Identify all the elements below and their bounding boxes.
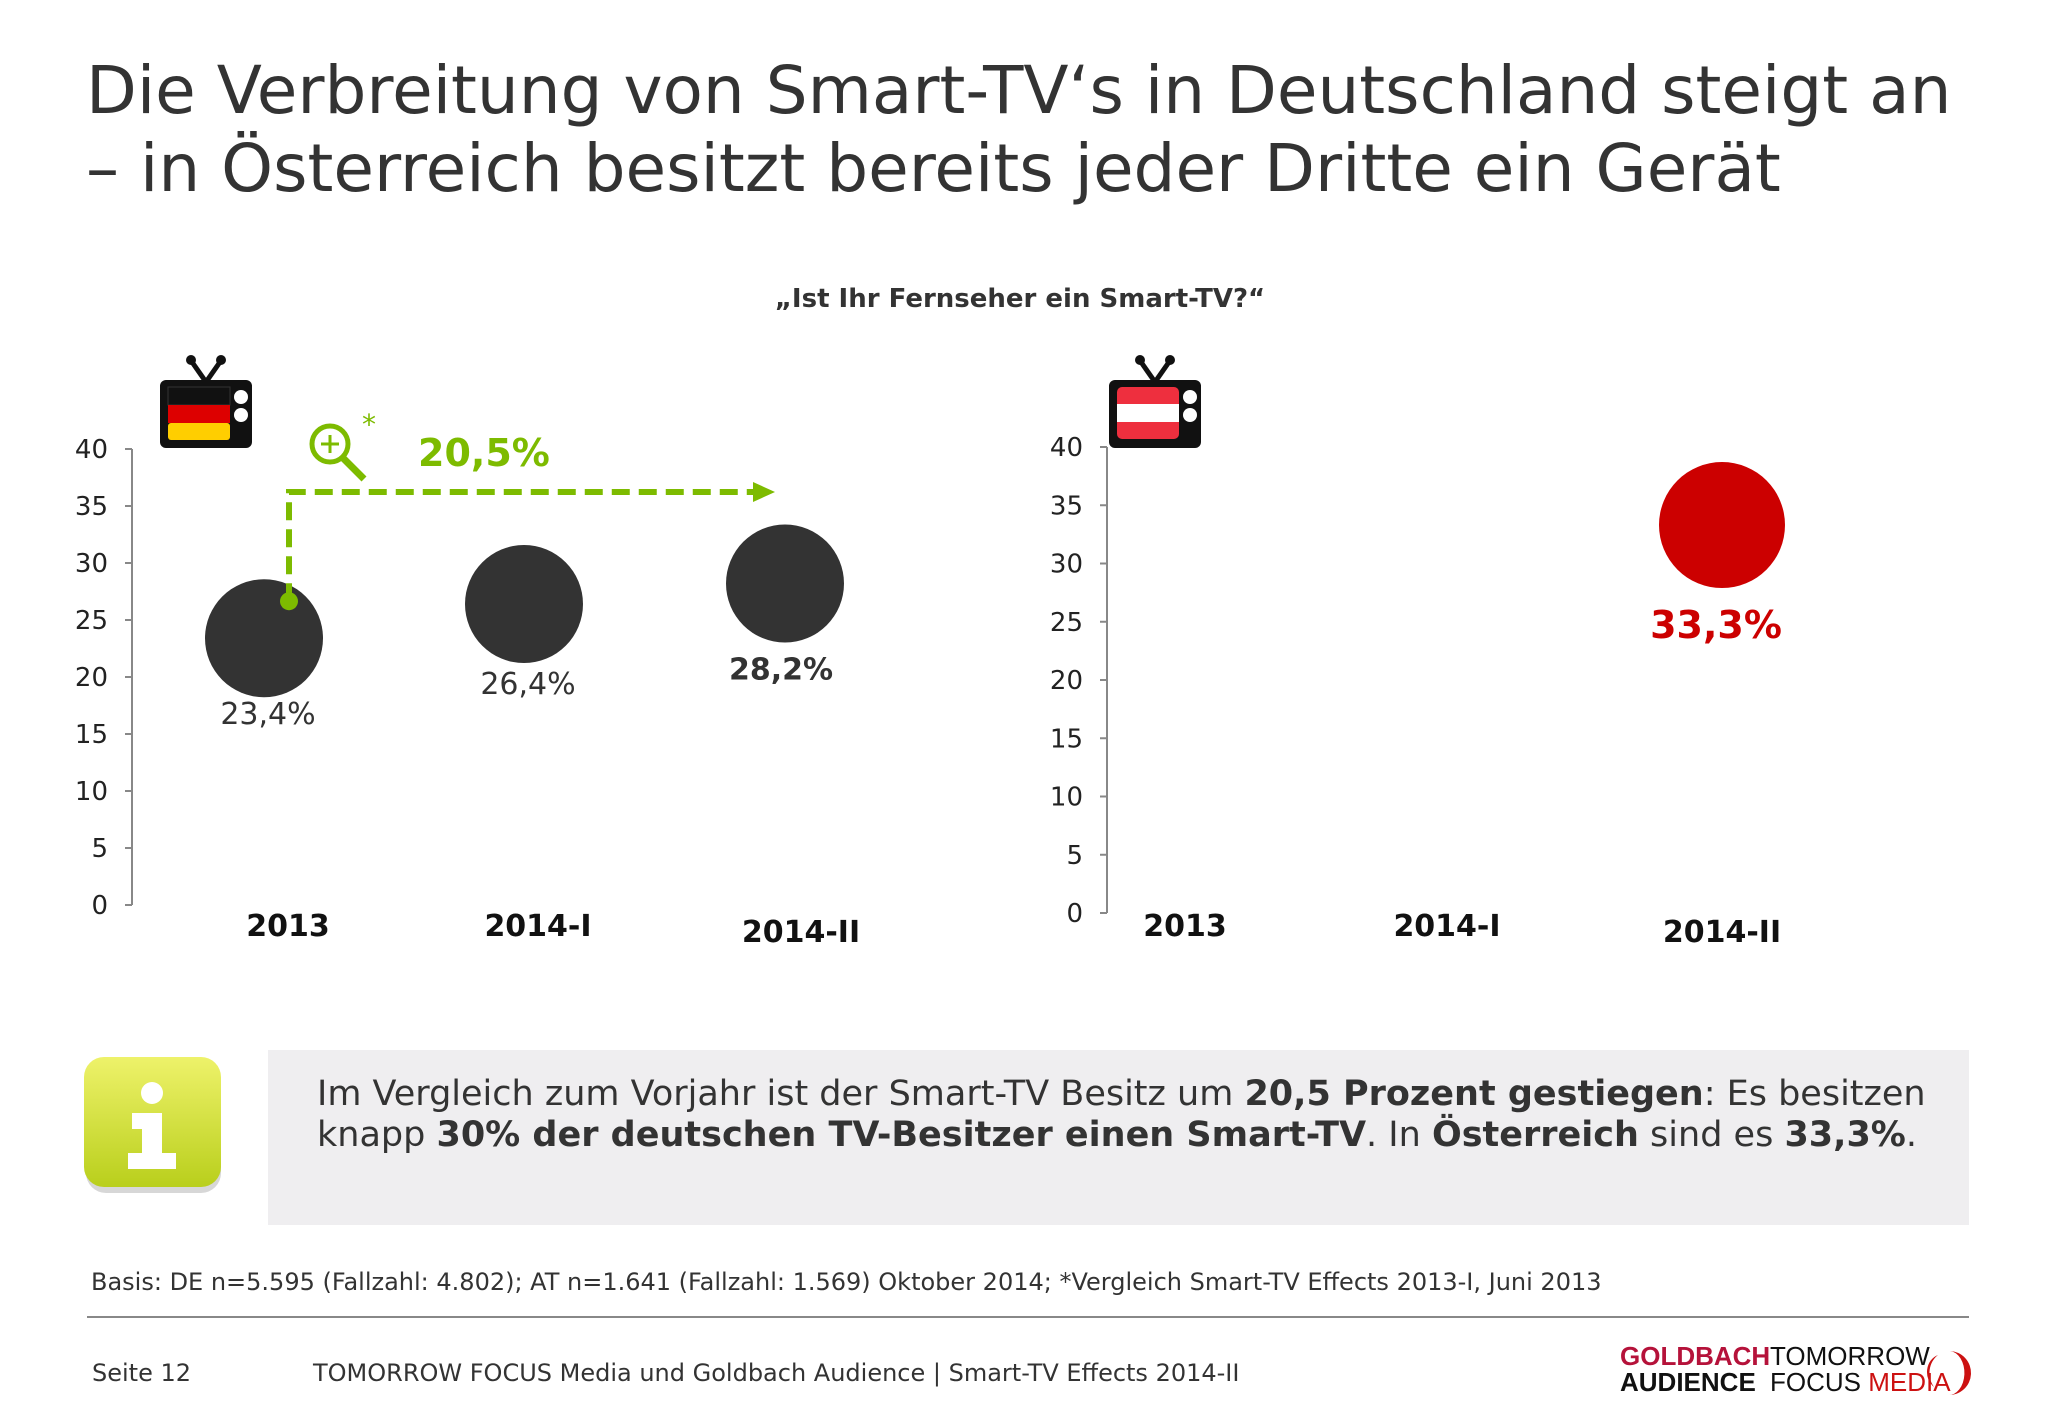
growth-start-dot [280,592,298,611]
arrow-head [753,482,775,502]
y-tick-label: 15 [1050,724,1083,754]
info-panel [268,1050,1969,1225]
slide-title: Die Verbreitung von Smart-TV‘s in Deutsc… [86,52,1951,208]
x-category-label: 2014-II [742,915,860,950]
goldbach-logo: GOLDBACH AUDIENCE [1620,1341,1771,1397]
data-bubble [726,524,844,643]
magnifier-plus-icon [309,423,367,482]
charts: 0 5 10 15 20 25 30 35 40 2013 2014-I 2014-II 23,4% 26… [75,355,1785,950]
data-label: 28,2% [729,653,833,688]
title-line-2: – in Österreich besitzt bereits jeder Dr… [86,130,1781,207]
data-bubble [465,545,583,664]
data-label: 33,3% [1650,603,1782,647]
y-tick-label: 5 [91,834,108,864]
footer-text: TOMORROW FOCUS Media und Goldbach Audien… [313,1359,1240,1387]
x-category-label: 2014-I [484,909,591,944]
y-tick-label: 40 [1050,433,1083,463]
y-tick-label: 40 [75,435,108,465]
growth-label: 20,5% [418,431,550,475]
data-label: 23,4% [220,697,315,732]
data-bubble [1659,462,1785,589]
y-tick-label: 25 [75,606,108,636]
chart-germany: 0 5 10 15 20 25 30 35 40 2013 2014-I 2014-II 23,4% 26… [75,408,860,950]
tomorrow-focus-logo: TOMORROW FOCUS MEDIA [1770,1343,1972,1396]
y-tick-label: 30 [1050,550,1083,580]
x-category-label: 2013 [1143,909,1227,944]
title-line-1: Die Verbreitung von Smart-TV‘s in Deutsc… [86,52,1952,129]
y-tick-label: 30 [75,549,108,579]
y-tick-label: 10 [75,777,108,807]
info-text: Im Vergleich zum Vorjahr ist der Smart-T… [317,1074,1926,1155]
y-tick-label: 20 [75,663,108,693]
y-tick-label: 35 [1050,491,1083,521]
data-label: 26,4% [480,667,575,702]
chart-question: „Ist Ihr Fernseher ein Smart-TV?“ [774,284,1266,314]
y-tick-label: 10 [1050,783,1083,813]
x-category-label: 2014-II [1663,915,1781,950]
chart-austria: 0 5 10 15 20 25 30 35 40 2013 2014-I 2014-II 33,3% [1050,433,1785,950]
y-tick-label: 35 [75,492,108,522]
y-tick-label: 15 [75,720,108,750]
crescent-logo-icon [1926,1351,1972,1396]
page-number: Seite 12 [92,1359,192,1387]
divider [87,1316,1969,1318]
basis-footnote: Basis: DE n=5.595 (Fallzahl: 4.802); AT … [91,1268,1602,1296]
y-tick-label: 0 [91,891,108,921]
y-tick-label: 20 [1050,666,1083,696]
y-tick-label: 5 [1066,841,1083,871]
y-tick-label: 0 [1066,899,1083,929]
tv-austria-flag-icon [1109,355,1201,448]
x-category-label: 2013 [246,909,330,944]
x-category-label: 2014-I [1393,909,1500,944]
info-icon [82,1057,225,1202]
tv-germany-flag-icon [160,355,252,448]
data-bubble [205,579,323,698]
growth-arrow [286,489,755,602]
asterisk: * [362,408,376,441]
y-tick-label: 25 [1050,608,1083,638]
